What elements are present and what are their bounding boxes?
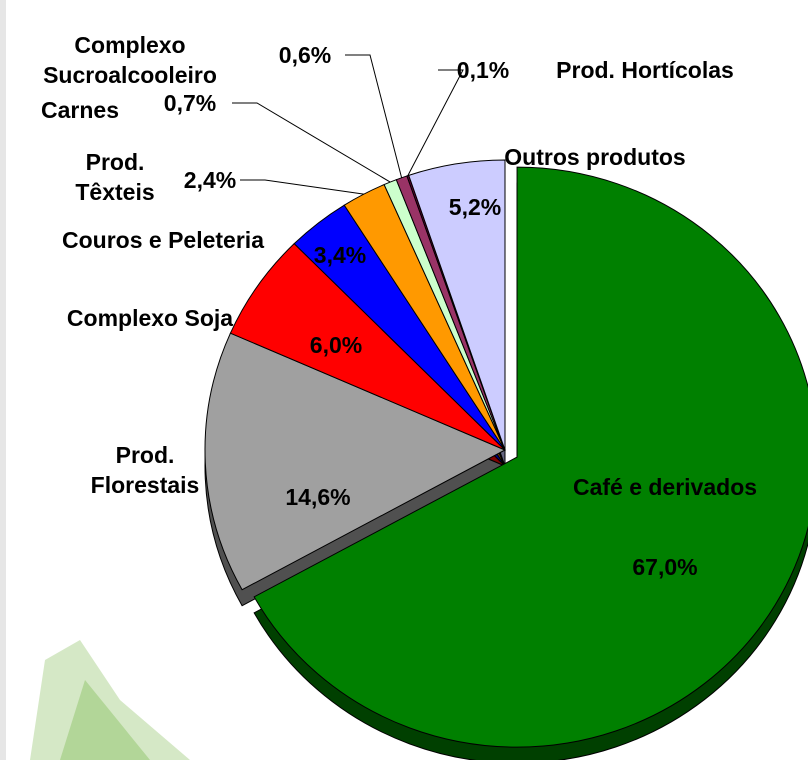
value-label: 6,0% bbox=[309, 332, 363, 358]
category-label: Couros e Peleteria bbox=[62, 227, 264, 253]
category-label: Carnes bbox=[41, 97, 119, 123]
value-label: 0,6% bbox=[278, 42, 332, 68]
slice bbox=[204, 332, 507, 591]
decoration bbox=[60, 680, 150, 760]
category-label: Complexo Soja bbox=[66, 305, 234, 331]
left-border bbox=[0, 0, 6, 760]
category-label: Prod. Hortícolas bbox=[556, 57, 734, 83]
category-label: Café e derivados bbox=[572, 474, 758, 500]
value-label: 67,0% bbox=[632, 554, 698, 580]
category-label: Prod. Florestais bbox=[90, 442, 200, 498]
value-label: 0,1% bbox=[456, 57, 510, 83]
category-label: Prod. Têxteis bbox=[75, 149, 155, 205]
category-label: Outros produtos bbox=[504, 144, 686, 170]
value-label: 2,4% bbox=[183, 167, 237, 193]
value-label: 5,2% bbox=[448, 194, 502, 220]
leader-line bbox=[240, 179, 364, 195]
value-label: 0,7% bbox=[163, 90, 217, 116]
value-label: 14,6% bbox=[285, 484, 351, 510]
value-label: 3,4% bbox=[313, 242, 367, 268]
slice bbox=[253, 166, 808, 748]
leader-line bbox=[345, 54, 403, 178]
leader-line bbox=[407, 69, 464, 176]
category-label: Complexo Sucroalcooleiro bbox=[43, 32, 217, 88]
leader-line bbox=[232, 102, 391, 183]
slice bbox=[408, 159, 506, 451]
